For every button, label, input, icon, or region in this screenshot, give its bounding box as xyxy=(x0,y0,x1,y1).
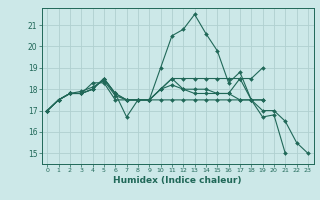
X-axis label: Humidex (Indice chaleur): Humidex (Indice chaleur) xyxy=(113,176,242,185)
